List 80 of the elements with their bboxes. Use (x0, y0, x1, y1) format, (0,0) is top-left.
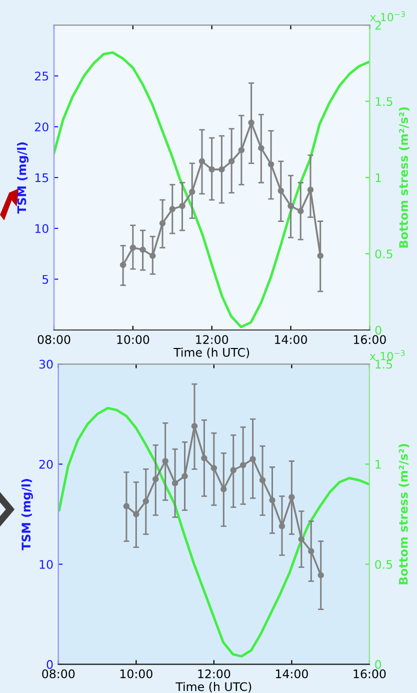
y-tick-label: 10 (40, 560, 53, 569)
point (220, 486, 227, 492)
x-axis-title: Time (h UTC) (174, 348, 250, 358)
x-tick-label: 08:00 (42, 669, 75, 678)
point (248, 120, 254, 126)
point (120, 262, 126, 268)
point (250, 456, 256, 462)
y-tick-label: 20 (39, 460, 53, 469)
x-tick-label: 12:00 (196, 335, 228, 344)
y-tick-label: 10 (35, 224, 48, 234)
y2-axis-title: Bottom stress (m²/s²) (398, 444, 410, 584)
point (297, 208, 304, 214)
point (172, 480, 178, 486)
point (152, 476, 159, 482)
point (230, 467, 236, 474)
point (307, 186, 314, 193)
point (162, 458, 168, 464)
point (123, 503, 130, 510)
point (278, 188, 284, 194)
point (142, 498, 149, 504)
x-tick-label: 16:00 (354, 669, 386, 678)
y2-tick-label: 0.5 (375, 250, 392, 258)
y2-tick-label: 0 (375, 660, 382, 669)
point (288, 494, 295, 500)
y-tick-label: 15 (35, 173, 48, 182)
point (179, 202, 186, 210)
point (201, 454, 208, 462)
y-tick-label: 30 (39, 360, 53, 369)
line-series (54, 51, 370, 328)
point (259, 477, 266, 484)
line-series (58, 406, 370, 658)
x-tick-label: 14:00 (276, 669, 308, 678)
point (317, 252, 324, 259)
text: x 10$^{−3}$ (370, 11, 405, 22)
point (278, 523, 286, 530)
x-tick-label: 14:00 (275, 335, 307, 344)
y-tick-label: 5 (42, 275, 48, 284)
point (182, 473, 188, 480)
x-tick-label: 16:00 (354, 335, 386, 344)
point (268, 161, 274, 168)
point (218, 166, 225, 173)
y2-tick-label: 1.5 (376, 360, 392, 369)
y2-tick-label: 1 (376, 173, 381, 182)
point (269, 497, 276, 504)
point (208, 166, 215, 173)
y2-tick-label: 0 (375, 326, 382, 335)
point (240, 462, 246, 468)
point (210, 465, 218, 472)
point (238, 146, 245, 154)
y2-tick-label: 2 (375, 20, 381, 30)
text: x 10$^{−3}$ (370, 350, 405, 360)
point (228, 158, 235, 164)
point (150, 252, 156, 259)
y-axis-title: TSM (mg/l) (17, 142, 29, 214)
point (258, 144, 264, 152)
x-axis-title: Time (h UTC) (176, 682, 252, 693)
y-axis-title: TSM (mg/l) (21, 479, 33, 550)
x-tick-label: 10:00 (120, 669, 152, 678)
point (140, 246, 146, 253)
point (191, 422, 198, 430)
point (169, 206, 176, 212)
point (308, 548, 314, 554)
y-tick-label: 20 (34, 122, 48, 132)
y2-tick-label: 0.5 (375, 560, 392, 569)
x-tick-label: 12:00 (198, 669, 230, 678)
point (133, 511, 140, 518)
point (298, 536, 305, 542)
point (318, 572, 324, 578)
point (159, 220, 166, 226)
y-tick-label: 0 (46, 660, 53, 669)
point (198, 158, 206, 164)
y2-tick-label: 1.5 (376, 97, 392, 106)
x-tick-label: 10:00 (117, 335, 150, 344)
point (288, 202, 294, 210)
point (188, 188, 196, 195)
y2-axis-title: Bottom stress (m²/s²) (398, 107, 410, 248)
x-tick-label: 08:00 (38, 335, 70, 344)
y2-tick-label: 1 (376, 460, 381, 469)
y-tick-label: 25 (34, 72, 48, 81)
point (130, 244, 136, 251)
